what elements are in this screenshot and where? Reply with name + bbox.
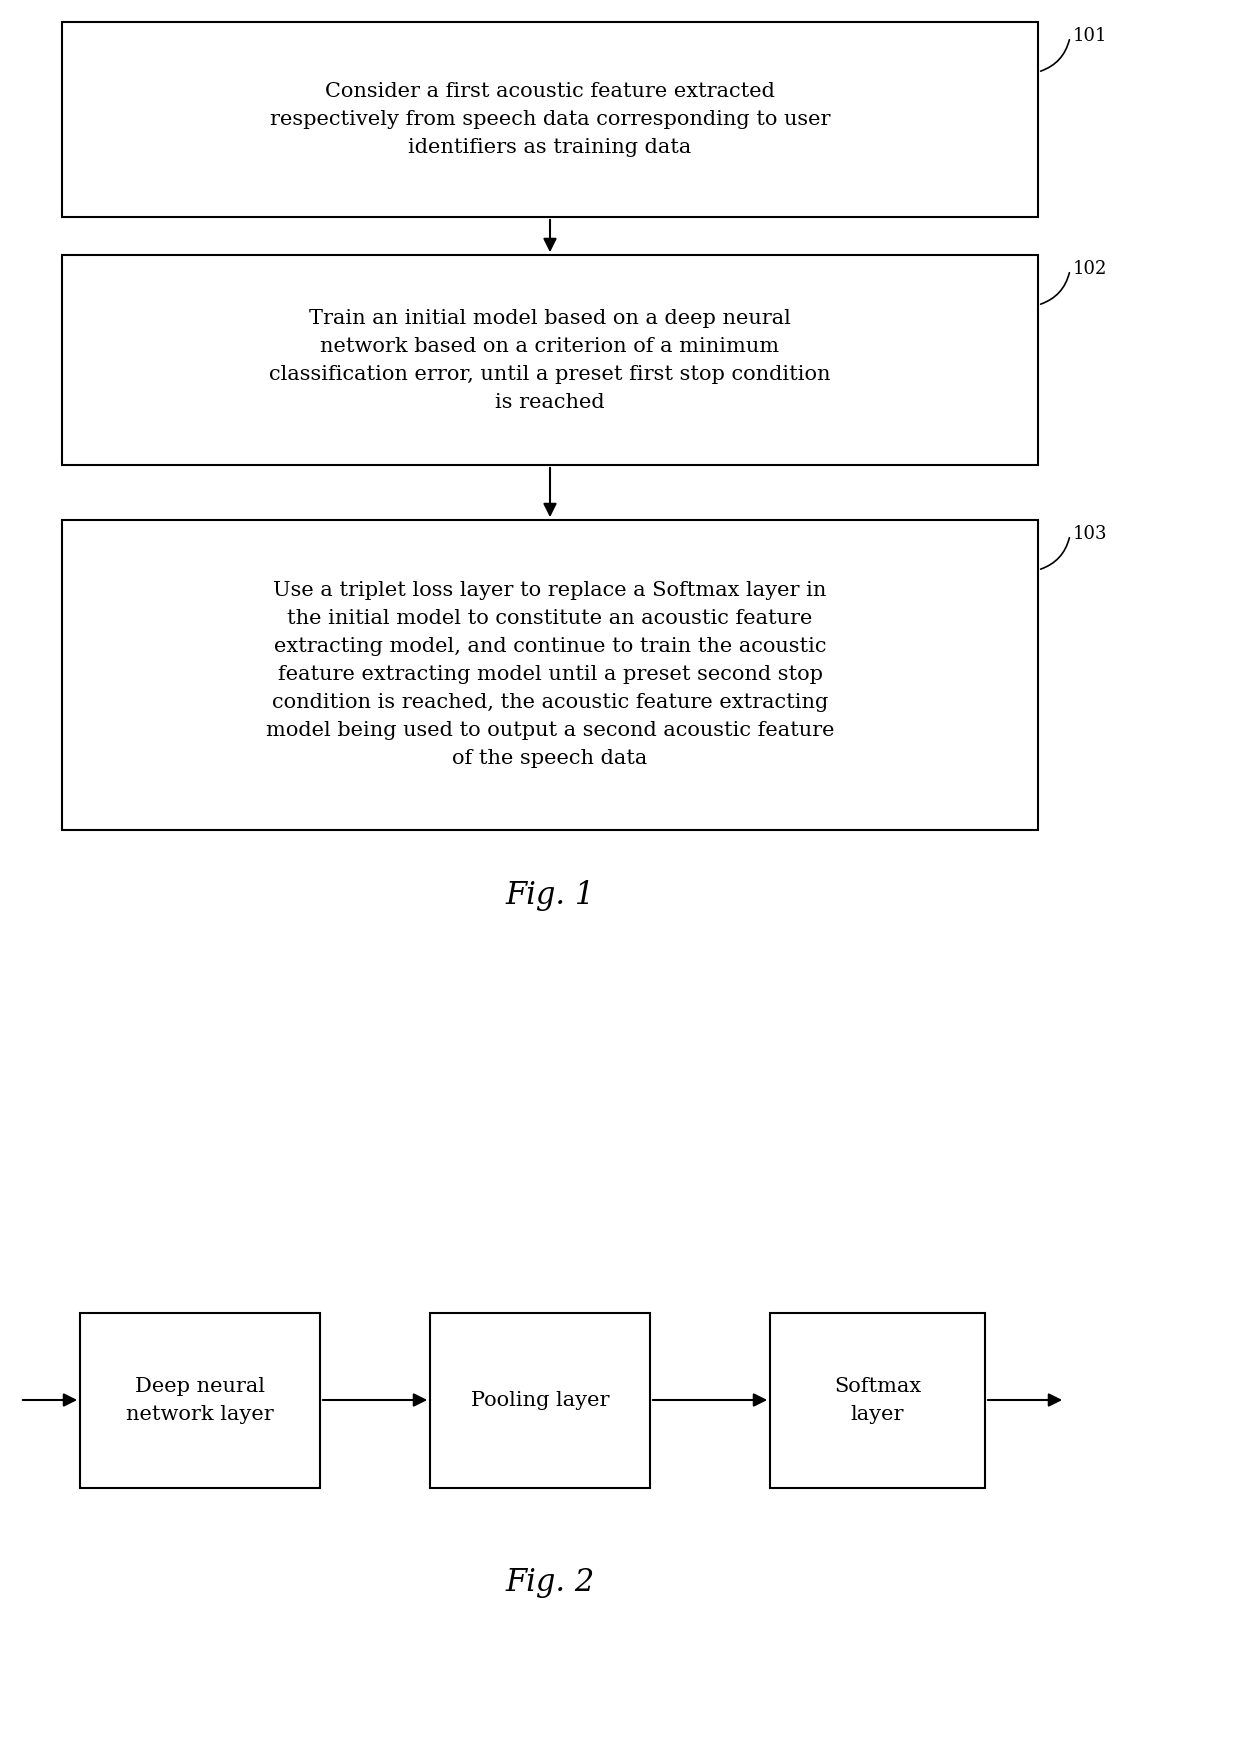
Text: Use a triplet loss layer to replace a Softmax layer in
the initial model to cons: Use a triplet loss layer to replace a So… [265, 581, 835, 768]
Text: Fig. 2: Fig. 2 [506, 1567, 595, 1599]
Bar [81, 1312, 320, 1488]
Bar [62, 519, 1038, 829]
Text: 103: 103 [1073, 525, 1107, 542]
Bar [62, 21, 1038, 217]
Text: Deep neural
network layer: Deep neural network layer [126, 1377, 274, 1423]
Bar [62, 255, 1038, 465]
Text: Train an initial model based on a deep neural
network based on a criterion of a : Train an initial model based on a deep n… [269, 308, 831, 412]
Bar [770, 1312, 985, 1488]
Text: 101: 101 [1073, 26, 1107, 46]
Text: Fig. 1: Fig. 1 [506, 880, 595, 910]
Bar [430, 1312, 650, 1488]
Text: Pooling layer: Pooling layer [471, 1391, 609, 1409]
Text: Consider a first acoustic feature extracted
respectively from speech data corres: Consider a first acoustic feature extrac… [270, 83, 831, 157]
Text: 102: 102 [1073, 261, 1107, 278]
Text: Softmax
layer: Softmax layer [835, 1377, 921, 1423]
